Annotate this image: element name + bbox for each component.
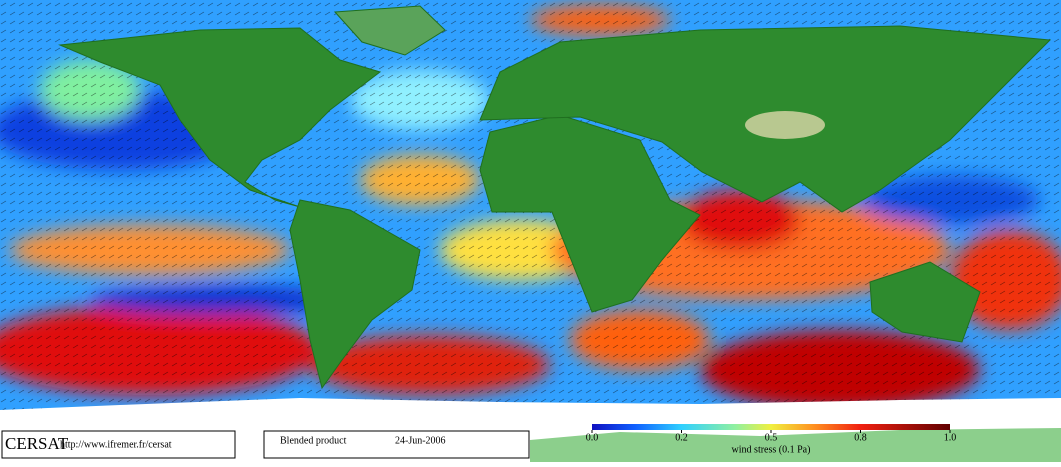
logo-box <box>1 430 236 459</box>
logo: CERSAT <box>5 434 69 453</box>
land <box>58 5 1052 390</box>
product: Blended product <box>280 435 347 446</box>
colorbar-label: wind stress (0.1 Pa) <box>732 444 811 455</box>
north-america <box>58 27 382 208</box>
greenland <box>333 5 446 56</box>
south-america <box>289 199 421 390</box>
url: http://www.ifremer.fr/cersat <box>60 439 172 450</box>
africa <box>479 114 701 313</box>
product-box <box>263 430 530 459</box>
colorbar-tick-label: 0.2 <box>675 432 688 443</box>
colorbar <box>592 424 950 430</box>
colorbar-tick-label: 0.5 <box>765 432 778 443</box>
colorbar-tick-label: 0.0 <box>586 432 599 443</box>
australia <box>869 261 981 343</box>
antarctic-land <box>530 428 1061 462</box>
colorbar-tick-label: 0.8 <box>854 432 867 443</box>
plateau <box>745 111 825 139</box>
colorbar-tick-label: 1.0 <box>944 432 957 443</box>
date: 24-Jun-2006 <box>395 435 446 446</box>
